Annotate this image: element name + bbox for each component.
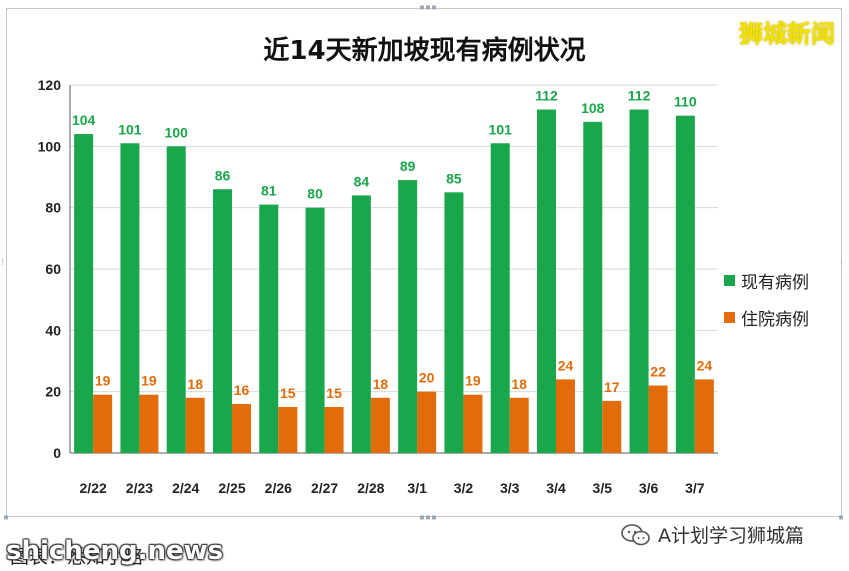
bar-current <box>74 134 94 454</box>
x-tick-label: 3/2 <box>454 480 474 496</box>
y-tick-label: 60 <box>45 261 61 277</box>
x-tick-label: 3/1 <box>407 480 427 496</box>
legend-label-hospital: 住院病例 <box>741 309 809 330</box>
chart-title: 近14天新加坡现有病例状况 <box>263 36 586 66</box>
bar-hospital <box>648 385 668 453</box>
bar-hospital <box>694 379 714 453</box>
wechat-account-name: A计划学习狮城篇 <box>658 525 804 547</box>
x-tick-label: 3/7 <box>685 480 705 496</box>
data-label-hospital: 24 <box>697 357 713 373</box>
data-label-hospital: 22 <box>650 364 666 380</box>
bar-current <box>398 180 418 454</box>
y-tick-label: 0 <box>53 445 61 461</box>
x-tick-label: 2/24 <box>172 480 199 496</box>
bar-current <box>537 109 556 454</box>
bar-hospital <box>602 400 622 453</box>
y-tick-label: 100 <box>38 138 62 154</box>
bar-hospital <box>93 394 113 453</box>
bar-hospital <box>556 379 575 453</box>
data-label-hospital: 15 <box>280 385 296 401</box>
bar-hospital <box>509 397 529 453</box>
data-label-current: 112 <box>628 88 651 104</box>
bar-current <box>166 146 186 454</box>
legend-item-current: 现有病例 <box>724 268 809 293</box>
data-label-hospital: 17 <box>604 379 620 395</box>
legend-swatch-hospital <box>724 311 735 323</box>
bar-hospital <box>370 397 390 453</box>
bar-current <box>120 143 140 453</box>
legend-label-current: 现有病例 <box>741 272 809 293</box>
bar-current <box>490 143 510 453</box>
y-tick-label: 120 <box>38 77 62 93</box>
bar-current <box>305 207 325 453</box>
bar-hospital <box>185 397 205 453</box>
data-label-current: 100 <box>165 124 189 140</box>
y-tick-label: 20 <box>45 384 61 400</box>
x-tick-label: 2/26 <box>265 480 292 496</box>
data-label-hospital: 19 <box>141 373 157 389</box>
x-tick-label: 3/3 <box>500 480 520 496</box>
brand-logo: 狮城新闻 <box>739 20 835 48</box>
y-tick-label: 80 <box>45 200 61 216</box>
bar-current <box>629 109 649 454</box>
data-label-hospital: 18 <box>373 376 389 392</box>
bar-hospital <box>139 394 159 453</box>
data-label-current: 101 <box>489 121 513 137</box>
resize-handle-bottom-left[interactable]: ▪ <box>3 512 10 523</box>
bar-hospital <box>417 391 437 453</box>
y-tick-label: 40 <box>45 322 61 338</box>
watermark: shicheng.news <box>6 536 224 566</box>
data-label-current: 89 <box>400 158 416 174</box>
data-label-hospital: 18 <box>187 376 203 392</box>
data-label-current: 101 <box>118 121 142 137</box>
data-label-current: 85 <box>446 170 462 186</box>
resize-handle-left[interactable]: ⁝ <box>1 257 5 268</box>
data-label-hospital: 19 <box>465 373 481 389</box>
resize-handle-right[interactable]: ⁝ <box>840 257 844 268</box>
x-tick-label: 3/6 <box>639 480 659 496</box>
bar-chart: 0 20 40 60 80 100 120 104 19 2/22 101 19 2/23 100 18 2/… <box>38 77 718 496</box>
bar-hospital <box>463 394 483 453</box>
wechat-account: A计划学习狮城篇 <box>620 521 804 548</box>
bar-current <box>213 189 232 453</box>
data-label-current: 104 <box>72 112 96 128</box>
resize-handle-top[interactable]: ▪▪▪ <box>419 2 438 13</box>
bar-current <box>444 192 464 454</box>
bar-current <box>351 195 371 453</box>
bar-current <box>583 121 603 454</box>
data-label-hospital: 15 <box>326 385 342 401</box>
figure-caption: 图表：悉知小略 <box>10 546 144 568</box>
bar-hospital <box>324 407 344 453</box>
x-tick-label: 3/4 <box>546 480 566 496</box>
x-tick-label: 2/23 <box>126 480 153 496</box>
bar-hospital <box>232 403 251 453</box>
data-label-current: 80 <box>307 186 323 202</box>
wechat-icon <box>621 523 650 545</box>
resize-handle-bottom-right[interactable]: ▪ <box>838 512 845 523</box>
bar-hospital <box>278 407 298 453</box>
data-label-current: 112 <box>535 88 558 104</box>
data-label-hospital: 18 <box>511 376 527 392</box>
data-label-hospital: 24 <box>558 357 574 373</box>
resize-handle-bottom[interactable]: ▪▪▪ <box>419 512 438 523</box>
x-tick-label: 2/25 <box>218 480 245 496</box>
data-label-hospital: 19 <box>95 373 111 389</box>
data-label-current: 110 <box>674 94 697 110</box>
x-tick-label: 2/27 <box>311 480 338 496</box>
data-label-hospital: 16 <box>234 382 250 398</box>
data-label-hospital: 20 <box>419 370 435 386</box>
data-label-current: 84 <box>354 173 370 189</box>
bar-current <box>675 115 695 454</box>
x-tick-label: 2/28 <box>357 480 384 496</box>
legend: 现有病例 住院病例 <box>724 268 809 342</box>
data-label-current: 86 <box>215 167 231 183</box>
bar-current <box>259 204 279 453</box>
data-label-current: 108 <box>581 100 605 116</box>
x-tick-label: 3/5 <box>593 480 613 496</box>
data-label-current: 81 <box>261 183 277 199</box>
legend-swatch-current <box>724 274 735 286</box>
x-tick-label: 2/22 <box>80 480 107 496</box>
legend-item-hospital: 住院病例 <box>724 305 809 330</box>
